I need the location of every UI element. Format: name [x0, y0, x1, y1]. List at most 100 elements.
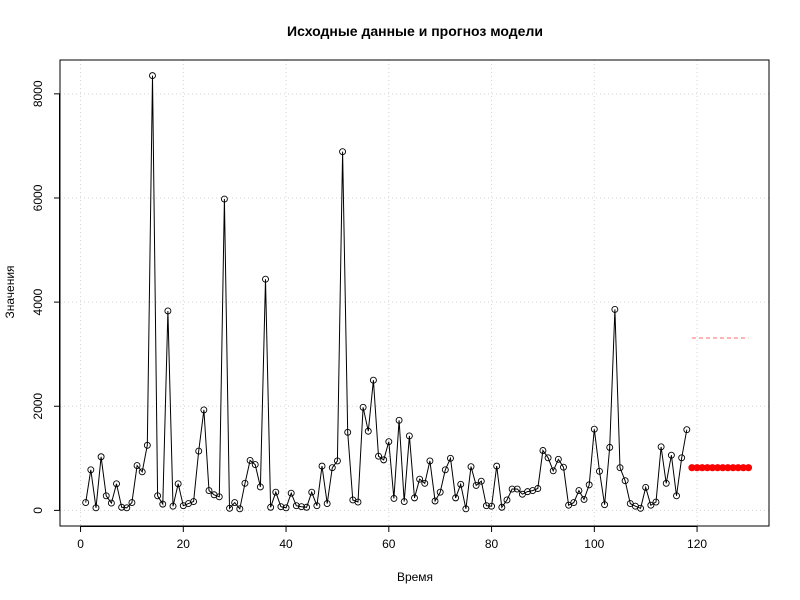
- data-point: [580, 495, 588, 503]
- data-point: [318, 462, 326, 470]
- data-point: [421, 479, 429, 487]
- data-point: [118, 503, 126, 511]
- axes: 0 20 40 60 80 100 120 0 2000 4000 6000 8000: [31, 80, 707, 551]
- data-point: [344, 428, 352, 436]
- y-axis-label: Значения: [3, 265, 17, 318]
- data-point: [662, 479, 670, 487]
- data-point: [298, 503, 305, 511]
- data-point: [231, 499, 239, 507]
- data-point: [508, 485, 516, 493]
- data-point: [328, 464, 336, 472]
- x-tick-label: 80: [485, 537, 499, 551]
- data-point: [601, 501, 609, 509]
- data-point: [667, 451, 675, 459]
- data-point: [215, 493, 223, 501]
- data-point: [585, 481, 593, 489]
- data-point: [359, 403, 367, 411]
- y-tick-label: 8000: [31, 80, 45, 107]
- data-point: [447, 454, 454, 462]
- data-point: [590, 425, 598, 433]
- data-point: [272, 488, 280, 496]
- data-point: [524, 488, 531, 496]
- data-point: [277, 503, 285, 511]
- data-point: [652, 498, 660, 506]
- data-point: [143, 441, 151, 449]
- data-point: [482, 502, 490, 510]
- data-point: [262, 275, 269, 283]
- data-point: [267, 503, 275, 511]
- data-point: [539, 447, 547, 454]
- chart-title: Исходные данные и прогноз модели: [287, 23, 543, 39]
- data-point: [637, 504, 645, 512]
- x-tick-label: 60: [382, 537, 396, 551]
- data-point: [256, 483, 264, 491]
- x-tick-label: 20: [177, 537, 191, 551]
- series-layer: [82, 72, 753, 513]
- data-point: [82, 499, 90, 507]
- data-point: [308, 488, 316, 496]
- data-point: [333, 457, 341, 465]
- data-point: [87, 466, 95, 474]
- data-point: [107, 499, 115, 507]
- y-tick-label: 0: [31, 507, 45, 514]
- data-point: [436, 488, 444, 496]
- data-point: [457, 480, 465, 488]
- data-point: [390, 494, 398, 502]
- data-point: [164, 307, 172, 315]
- data-point: [369, 376, 377, 384]
- data-point: [411, 494, 418, 502]
- data-point: [113, 480, 120, 488]
- data-point: [503, 496, 511, 504]
- data-point: [560, 463, 567, 471]
- x-tick-label: 100: [584, 537, 604, 551]
- data-point: [426, 457, 434, 465]
- data-point: [138, 468, 146, 476]
- data-point: [200, 406, 208, 414]
- data-point: [488, 502, 496, 510]
- data-point: [611, 305, 619, 313]
- data-point: [616, 464, 624, 472]
- data-point: [513, 485, 521, 493]
- data-point: [195, 447, 203, 455]
- data-point: [174, 480, 182, 488]
- data-point: [673, 492, 680, 500]
- data-point: [431, 497, 439, 505]
- data-point: [395, 416, 403, 424]
- data-point: [570, 499, 578, 507]
- y-tick-label: 4000: [31, 288, 45, 315]
- data-point: [364, 427, 372, 435]
- data-point: [493, 462, 501, 470]
- data-point: [220, 195, 228, 203]
- data-point: [452, 494, 460, 502]
- y-tick-label: 2000: [31, 393, 45, 420]
- data-point: [154, 492, 162, 500]
- data-point: [606, 443, 614, 451]
- data-point: [282, 504, 290, 512]
- data-point: [534, 485, 542, 492]
- data-point: [380, 456, 388, 464]
- data-point: [241, 479, 249, 487]
- data-point: [97, 453, 105, 461]
- data-point: [287, 489, 295, 497]
- data-point: [647, 501, 655, 509]
- data-point: [477, 477, 485, 485]
- data-point: [339, 148, 347, 156]
- data-point: [657, 443, 665, 451]
- data-point: [226, 504, 233, 512]
- data-point: [385, 438, 393, 446]
- x-tick-label: 120: [687, 537, 707, 551]
- data-point: [621, 477, 629, 485]
- data-point: [323, 500, 331, 508]
- data-point: [236, 505, 244, 513]
- data-point: [549, 467, 557, 475]
- data-point: [246, 456, 254, 464]
- data-point: [416, 475, 424, 483]
- x-axis-label: Время: [397, 570, 433, 584]
- data-point: [375, 452, 382, 460]
- data-point: [472, 481, 480, 489]
- data-point: [575, 487, 583, 495]
- data-point: [149, 72, 156, 80]
- data-point: [354, 498, 362, 506]
- data-point: [683, 426, 691, 434]
- data-point: [313, 502, 321, 510]
